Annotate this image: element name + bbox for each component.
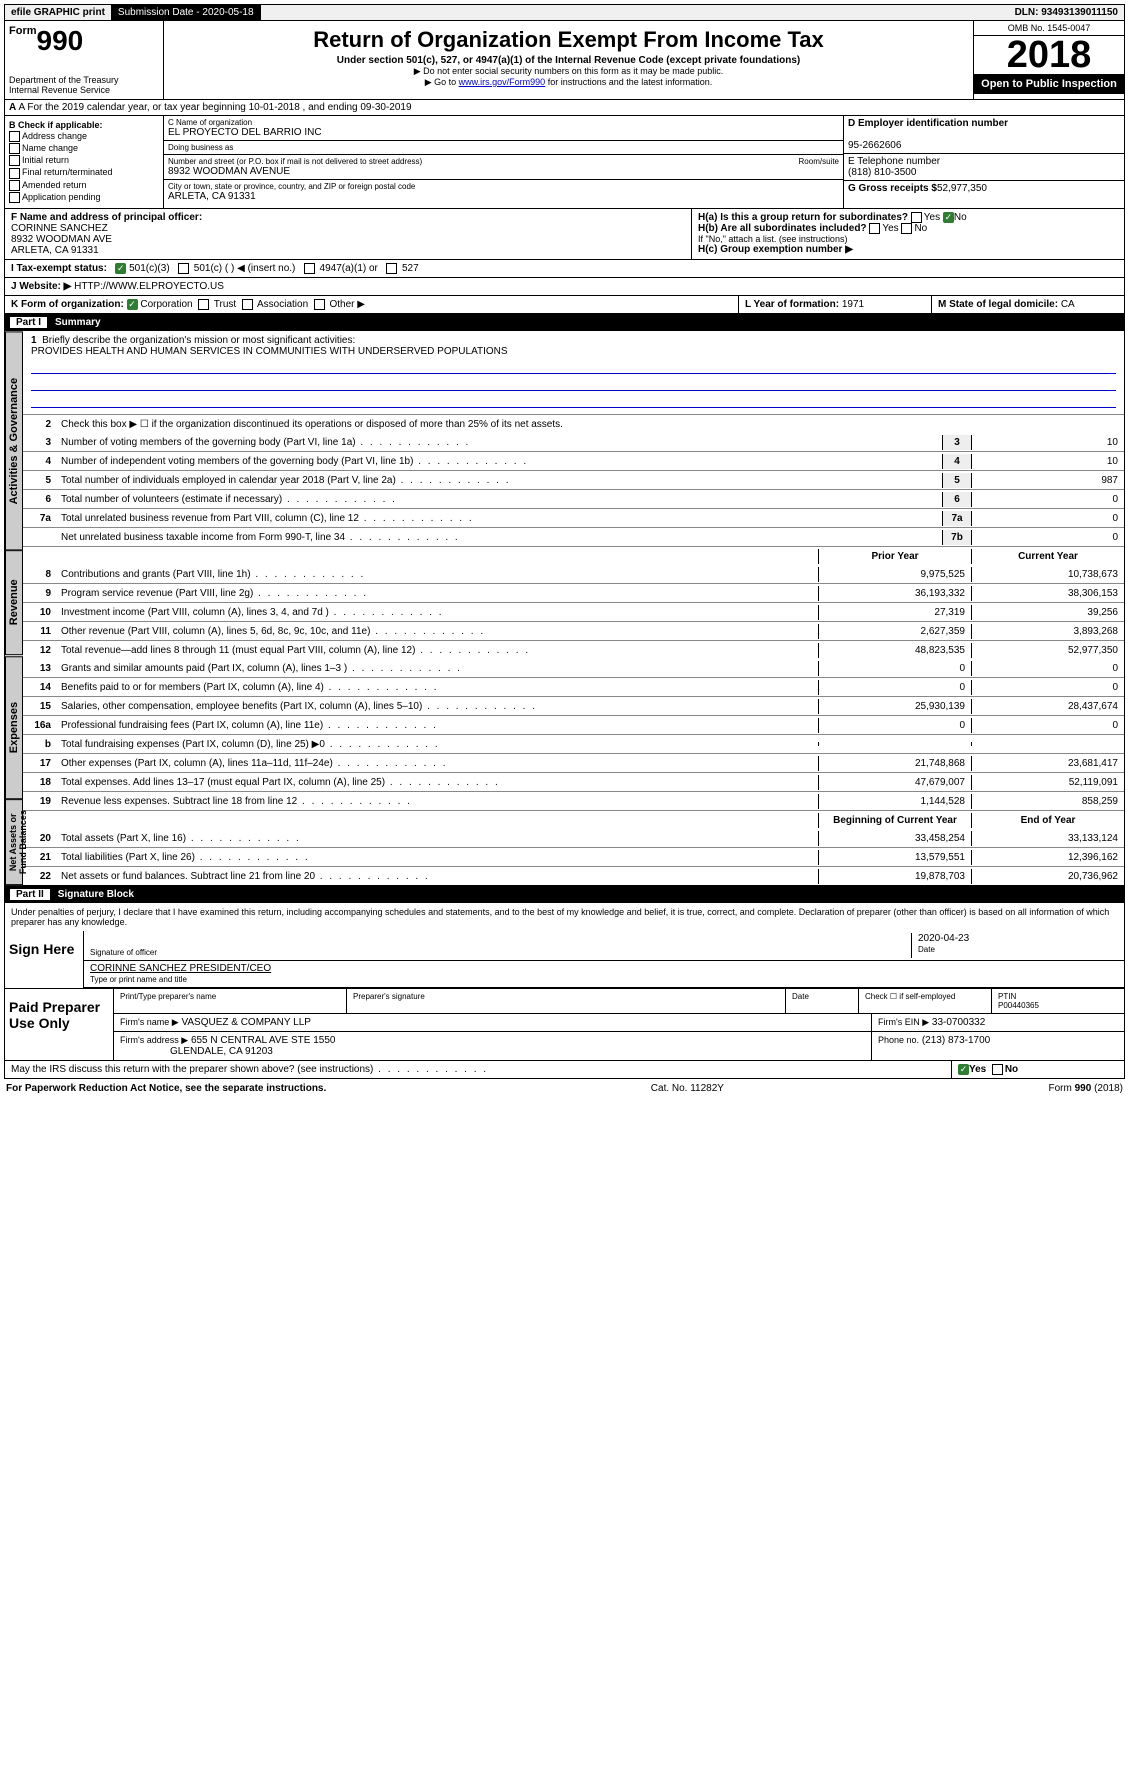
chk-501c3: ✓ (115, 263, 126, 274)
sign-here-label: Sign Here (5, 931, 84, 988)
table-row: bTotal fundraising expenses (Part IX, co… (23, 734, 1124, 753)
top-bar: efile GRAPHIC print Submission Date - 20… (4, 4, 1125, 21)
street-address: 8932 WOODMAN AVENUE (168, 166, 839, 177)
chk-name-change[interactable]: Name change (9, 143, 159, 154)
cat-number: Cat. No. 11282Y (651, 1083, 724, 1094)
col-b-checkboxes: B Check if applicable: Address change Na… (5, 116, 164, 208)
form-org-row: K Form of organization: ✓ Corporation Tr… (4, 296, 1125, 314)
line-2: 2Check this box ▶ ☐ if the organization … (23, 414, 1124, 433)
part1-header: Part I Summary (4, 314, 1125, 331)
net-header: Beginning of Current Year End of Year (23, 810, 1124, 829)
note-ssn: ▶ Do not enter social security numbers o… (168, 66, 969, 77)
table-row: 10Investment income (Part VIII, column (… (23, 602, 1124, 621)
phone-block: E Telephone number (818) 810-3500 (844, 154, 1124, 181)
pra-notice: For Paperwork Reduction Act Notice, see … (6, 1083, 326, 1094)
chk-address-change[interactable]: Address change (9, 131, 159, 142)
firm-ein: 33-0700332 (932, 1017, 985, 1028)
row-a-tax-year: A A For the 2019 calendar year, or tax y… (4, 100, 1125, 116)
footer: For Paperwork Reduction Act Notice, see … (4, 1079, 1125, 1098)
ptin-value: P00440365 (998, 1001, 1039, 1010)
principal-officer: F Name and address of principal officer:… (5, 209, 692, 259)
tax-exempt-row: I Tax-exempt status: ✓ 501(c)(3) 501(c) … (4, 260, 1125, 278)
discuss-row: May the IRS discuss this return with the… (4, 1061, 1125, 1079)
rev-header: Prior Year Current Year (23, 546, 1124, 565)
table-row: 11Other revenue (Part VIII, column (A), … (23, 621, 1124, 640)
submission-date: Submission Date - 2020-05-18 (112, 5, 261, 20)
table-row: 13Grants and similar amounts paid (Part … (23, 659, 1124, 677)
website-value: HTTP://WWW.ELPROYECTO.US (74, 281, 224, 292)
table-row: 20Total assets (Part X, line 16)33,458,2… (23, 829, 1124, 847)
tab-activities: Activities & Governance (5, 331, 23, 550)
ein-value: 95-2662606 (848, 140, 901, 151)
department: Department of the Treasury Internal Reve… (9, 75, 159, 95)
form-title: Return of Organization Exempt From Incom… (168, 27, 969, 53)
form-footer: Form 990 (2018) (1049, 1083, 1123, 1094)
chk-amended[interactable]: Amended return (9, 180, 159, 191)
tax-year: 2018 (974, 36, 1124, 74)
table-row: 12Total revenue—add lines 8 through 11 (… (23, 640, 1124, 659)
part1-body: Activities & Governance Revenue Expenses… (4, 331, 1125, 886)
table-row: 22Net assets or fund balances. Subtract … (23, 866, 1124, 885)
chk-final-return[interactable]: Final return/terminated (9, 167, 159, 178)
table-row: 4Number of independent voting members of… (23, 451, 1124, 470)
table-row: Net unrelated business taxable income fr… (23, 527, 1124, 546)
org-name: EL PROYECTO DEL BARRIO INC (168, 127, 839, 138)
firm-name: VASQUEZ & COMPANY LLP (181, 1017, 310, 1028)
city-state-zip: ARLETA, CA 91331 (168, 191, 839, 202)
signature-block: Under penalties of perjury, I declare th… (4, 903, 1125, 989)
group-return: H(a) Is this a group return for subordin… (692, 209, 1124, 259)
paid-preparer-block: Paid Preparer Use Only Print/Type prepar… (4, 989, 1125, 1061)
address-row: Number and street (or P.O. box if mail i… (164, 155, 843, 180)
chk-initial-return[interactable]: Initial return (9, 155, 159, 166)
tab-net-assets: Net Assets or Fund Balances (5, 799, 23, 885)
mission-block: 1 Briefly describe the organization's mi… (23, 331, 1124, 414)
table-row: 17Other expenses (Part IX, column (A), l… (23, 753, 1124, 772)
perjury-statement: Under penalties of perjury, I declare th… (5, 903, 1124, 931)
table-row: 6Total number of volunteers (estimate if… (23, 489, 1124, 508)
open-public-badge: Open to Public Inspection (974, 74, 1124, 94)
paid-preparer-label: Paid Preparer Use Only (5, 989, 114, 1060)
table-row: 15Salaries, other compensation, employee… (23, 696, 1124, 715)
dba-row: Doing business as (164, 141, 843, 155)
tab-revenue: Revenue (5, 550, 23, 655)
note-link: ▶ Go to www.irs.gov/Form990 for instruct… (168, 77, 969, 88)
form-number: Form990 (9, 25, 159, 57)
preparer-phone: (213) 873-1700 (922, 1035, 990, 1046)
table-row: 16aProfessional fundraising fees (Part I… (23, 715, 1124, 734)
chk-app-pending[interactable]: Application pending (9, 192, 159, 203)
table-row: 5Total number of individuals employed in… (23, 470, 1124, 489)
phone-value: (818) 810-3500 (848, 167, 916, 178)
gross-receipts: G Gross receipts $52,977,350 (844, 181, 1124, 196)
table-row: 9Program service revenue (Part VIII, lin… (23, 583, 1124, 602)
part2-header: Part II Signature Block (4, 886, 1125, 903)
officer-name: CORINNE SANCHEZ PRESIDENT/CEO (90, 963, 271, 974)
table-row: 3Number of voting members of the governi… (23, 433, 1124, 451)
irs-link[interactable]: www.irs.gov/Form990 (459, 77, 546, 87)
efile-label[interactable]: efile GRAPHIC print (5, 5, 112, 20)
org-name-row: C Name of organization EL PROYECTO DEL B… (164, 116, 843, 141)
table-row: 14Benefits paid to or for members (Part … (23, 677, 1124, 696)
website-row: J Website: ▶ HTTP://WWW.ELPROYECTO.US (4, 278, 1125, 296)
city-row: City or town, state or province, country… (164, 180, 843, 204)
table-row: 7aTotal unrelated business revenue from … (23, 508, 1124, 527)
tab-expenses: Expenses (5, 656, 23, 799)
identity-block: B Check if applicable: Address change Na… (4, 116, 1125, 209)
table-row: 18Total expenses. Add lines 13–17 (must … (23, 772, 1124, 791)
dln: DLN: 93493139011150 (1009, 5, 1124, 20)
table-row: 19Revenue less expenses. Subtract line 1… (23, 791, 1124, 810)
form-header: Form990 Department of the Treasury Inter… (4, 21, 1125, 100)
form-subtitle: Under section 501(c), 527, or 4947(a)(1)… (168, 55, 969, 66)
table-row: 8Contributions and grants (Part VIII, li… (23, 565, 1124, 583)
ein-block: D Employer identification number 95-2662… (844, 116, 1124, 154)
table-row: 21Total liabilities (Part X, line 26)13,… (23, 847, 1124, 866)
mission-text: PROVIDES HEALTH AND HUMAN SERVICES IN CO… (31, 346, 508, 357)
officer-group-row: F Name and address of principal officer:… (4, 209, 1125, 260)
